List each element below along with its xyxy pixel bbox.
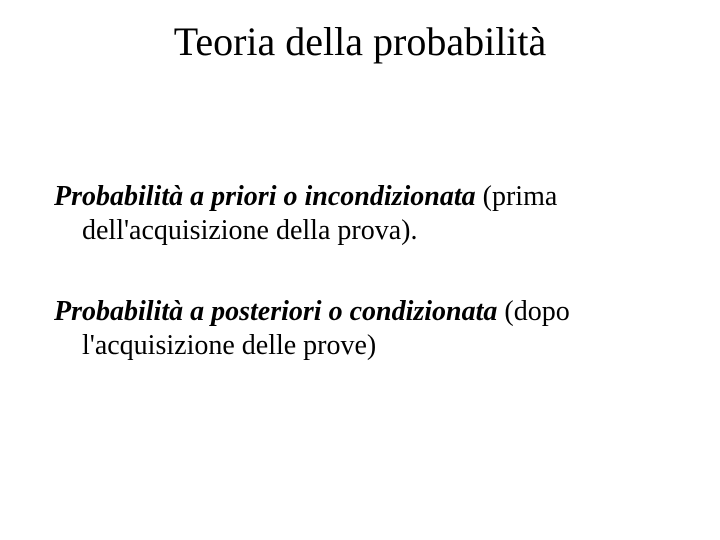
paragraph-1: Probabilità a priori o incondizionata (p… xyxy=(54,180,666,247)
term-1: Probabilità a priori o incondizionata xyxy=(54,181,476,212)
paragraph-2: Probabilità a posteriori o condizionata … xyxy=(54,295,666,362)
slide-title: Teoria della probabilità xyxy=(0,18,720,65)
term-2: Probabilità a posteriori o condizionata xyxy=(54,296,497,327)
slide: Teoria della probabilità Probabilità a p… xyxy=(0,0,720,540)
slide-body: Probabilità a priori o incondizionata (p… xyxy=(54,180,666,410)
